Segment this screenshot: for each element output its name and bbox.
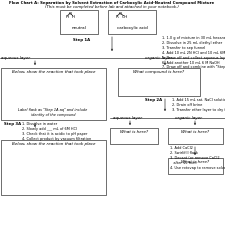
Bar [118,68,200,96]
Text: Step 3A: Step 3A [4,122,21,126]
Text: 1. Add 15 mL sat. NaCl solution
2. Drain off brine
3. Transfer ether layer to dr: 1. Add 15 mL sat. NaCl solution 2. Drain… [172,98,225,112]
Text: 1. 1.0 g of mixture in 30 mL hexane
2. Dissolve in 25 mL diethyl ether
3. Transf: 1. 1.0 g of mixture in 30 mL hexane 2. D… [162,36,225,69]
Text: H: H [72,15,74,19]
Bar [60,10,98,34]
Bar [108,10,156,34]
Text: Flow Chart A: Separation by Solvent Extraction of Carboxylic Acid-Neutral Compou: Flow Chart A: Separation by Solvent Extr… [9,1,215,5]
Text: carboxylic acid: carboxylic acid [117,26,147,30]
Text: O: O [68,12,72,16]
Text: 1. Add CaCl2
2. Swirl/fill flask
3. Decant (or remove CaCl2
   after 15 min)
4. : 1. Add CaCl2 2. Swirl/fill flask 3. Deca… [170,146,225,170]
Bar [168,158,223,174]
Text: (This must be completed before lab and attached in your notebook.): (This must be completed before lab and a… [45,5,179,9]
Bar [1,68,106,120]
Text: OH: OH [122,15,128,19]
Text: aqueous layer: aqueous layer [1,56,30,60]
Text: organic layer: organic layer [175,116,202,120]
Text: aqueous layer: aqueous layer [113,116,142,120]
Bar [1,140,106,195]
Text: R: R [116,15,118,19]
Text: Step 2A: Step 2A [145,98,162,102]
Text: What is here?: What is here? [181,160,210,164]
Text: What is here?: What is here? [181,130,210,134]
Text: 1. Dissolve in water
2. Slowly add ___ mL of 6M HCl
3. Check that it is acidic t: 1. Dissolve in water 2. Slowly add ___ m… [22,122,91,141]
Text: organic layer: organic layer [145,56,172,60]
Text: neutral: neutral [72,26,86,30]
Text: Label flask as "Step 1A aq" and include
identity of the compound: Label flask as "Step 1A aq" and include … [18,108,88,117]
Text: What compound is here?: What compound is here? [133,70,185,74]
Bar [168,128,223,144]
Text: What is here?: What is here? [120,130,148,134]
Text: Below, show the reaction that took place: Below, show the reaction that took place [12,70,95,74]
Text: Step 1A: Step 1A [73,38,90,42]
Text: Below, show the reaction that took place: Below, show the reaction that took place [12,142,95,146]
Text: O: O [118,12,122,16]
Text: H: H [65,15,68,19]
Bar [110,128,158,144]
